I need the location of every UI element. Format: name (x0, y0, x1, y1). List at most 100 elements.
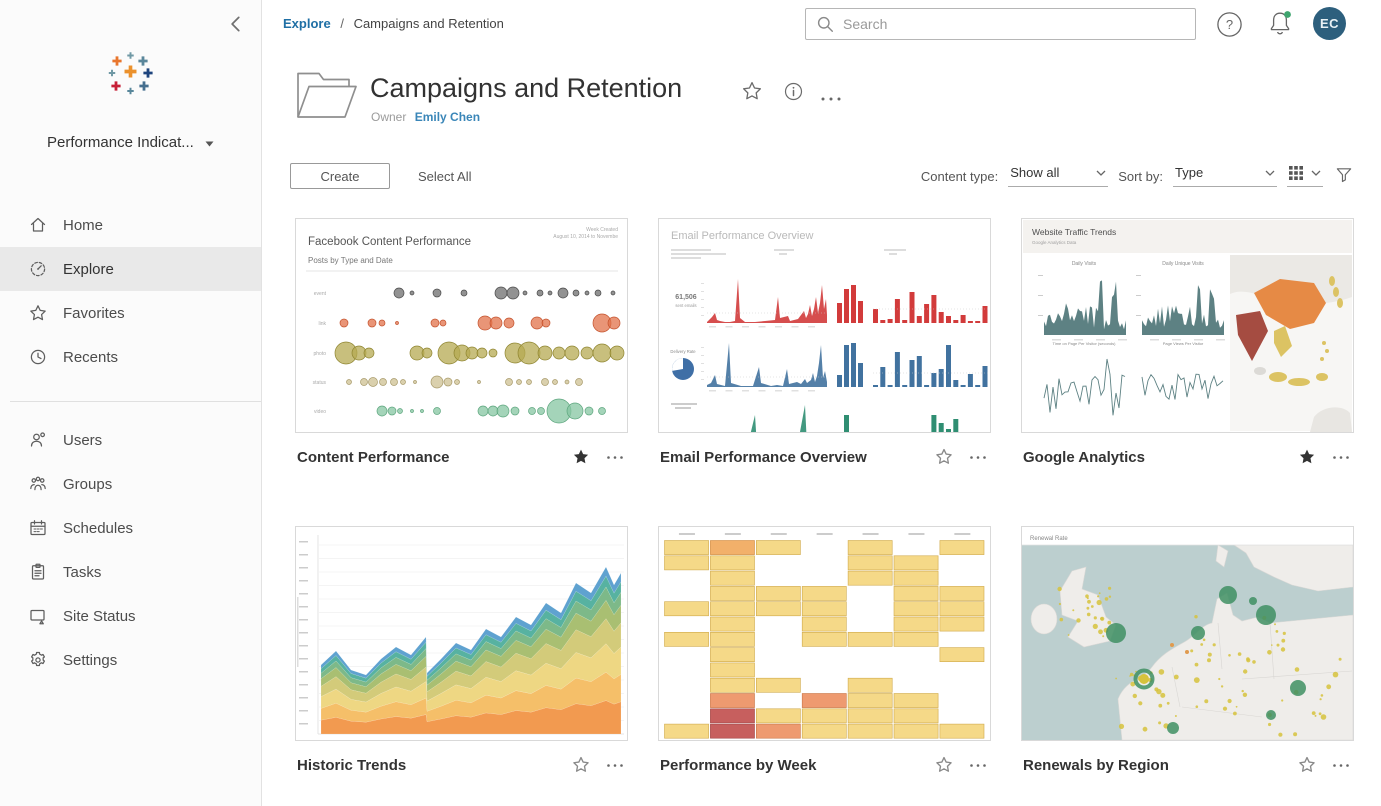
workbook-title[interactable]: Historic Trends (297, 756, 407, 774)
project-more-actions-icon[interactable] (820, 89, 842, 107)
content-type-select[interactable]: Show all (1008, 165, 1109, 187)
sidebar-collapse-icon[interactable] (225, 13, 247, 35)
favorite-star-icon[interactable] (572, 448, 590, 466)
sidebar-item-tasks[interactable]: Tasks (0, 550, 261, 594)
sort-by-label: Sort by: (1118, 168, 1163, 184)
sidebar-item-favorites[interactable]: Favorites (0, 291, 261, 335)
svg-text:Facebook Content Performance: Facebook Content Performance (308, 236, 471, 248)
favorite-star-icon[interactable] (572, 756, 590, 774)
owner-name-link[interactable]: Emily Chen (414, 110, 481, 124)
heatmap-grid-decoration (664, 533, 985, 739)
main-content: Explore / Campaigns and Retention ? EC C… (263, 0, 1381, 806)
sidebar-item-schedules[interactable]: Schedules (0, 506, 261, 550)
site-selector[interactable]: Performance Indicat... (0, 134, 261, 151)
workbook-title[interactable]: Performance by Week (660, 756, 817, 774)
search-box[interactable] (805, 8, 1196, 40)
sidebar-item-label: Recents (63, 348, 119, 366)
sidebar-item-label: Settings (63, 651, 118, 669)
select-all-button[interactable]: Select All (418, 169, 472, 184)
thumbnail-historic-trends[interactable] (295, 526, 628, 741)
breadcrumb: Explore / Campaigns and Retention (283, 16, 504, 31)
project-info-icon[interactable] (784, 82, 803, 106)
user-icon (30, 432, 46, 447)
thumbnail-content-performance[interactable]: Facebook Content Performance Posts by Ty… (295, 218, 628, 433)
card-footer: Renewals by Region (1021, 753, 1354, 777)
more-actions-icon[interactable] (1332, 448, 1352, 466)
favorite-star-icon[interactable] (1298, 448, 1316, 466)
chevron-down-icon (1265, 170, 1275, 176)
sidebar-item-label: Schedules (63, 519, 134, 537)
calendar-icon (30, 520, 46, 536)
sidebar-item-label: Site Status (63, 607, 136, 625)
favorite-project-star-icon[interactable] (741, 80, 763, 107)
chevron-down-icon (1096, 170, 1106, 176)
sidebar-item-label: Users (63, 431, 103, 449)
favorite-star-icon[interactable] (935, 448, 953, 466)
card-google-analytics: Website Traffic Trends Google Analytics … (1021, 218, 1354, 469)
email-dashboard-decoration (671, 249, 989, 432)
explore-icon (30, 261, 46, 277)
workbook-title[interactable]: Renewals by Region (1023, 756, 1169, 774)
avatar[interactable]: EC (1313, 7, 1346, 40)
card-footer: Performance by Week (658, 753, 991, 777)
favorite-star-icon[interactable] (1298, 756, 1316, 774)
svg-text:Daily Unique Visits: Daily Unique Visits (1162, 261, 1204, 267)
search-input[interactable] (843, 16, 1185, 32)
breadcrumb-explore-link[interactable]: Explore (283, 16, 331, 31)
notification-dot (1284, 11, 1291, 18)
content-type-label: Content type: (920, 168, 999, 184)
monitor-icon (30, 609, 45, 625)
sidebar: Performance Indicat... Home Explore Favo… (0, 0, 262, 806)
sidebar-item-home[interactable]: Home (0, 203, 261, 247)
svg-text:event: event (314, 291, 327, 297)
workbook-title[interactable]: Google Analytics (1023, 448, 1145, 466)
sidebar-item-explore[interactable]: Explore (0, 247, 261, 291)
svg-text:video: video (314, 409, 326, 415)
view-mode-select[interactable] (1287, 165, 1323, 187)
sort-by-select[interactable]: Type (1173, 165, 1277, 187)
clock-icon (30, 349, 46, 365)
more-actions-icon[interactable] (969, 448, 989, 466)
sidebar-item-settings[interactable]: Settings (0, 638, 261, 682)
svg-text:Page Views Per Visitor: Page Views Per Visitor (1163, 341, 1204, 346)
sidebar-item-users[interactable]: Users (0, 418, 261, 462)
group-icon (30, 476, 46, 491)
more-actions-icon[interactable] (606, 448, 626, 466)
help-button[interactable]: ? (1216, 11, 1243, 38)
thumbnail-email-performance[interactable]: Email Performance Overview 61,506 sent e… (658, 218, 991, 433)
sidebar-item-recents[interactable]: Recents (0, 335, 261, 379)
more-actions-icon[interactable] (1332, 756, 1352, 774)
sidebar-nav-secondary: Users Groups Schedules Tasks Site Status… (0, 418, 261, 682)
svg-text:status: status (313, 380, 327, 386)
sidebar-item-label: Favorites (63, 304, 125, 322)
home-icon (30, 217, 46, 232)
content-grid: Facebook Content Performance Posts by Ty… (295, 218, 1354, 777)
thumbnail-performance-by-week[interactable] (658, 526, 991, 741)
workbook-title[interactable]: Content Performance (297, 448, 450, 466)
notifications-bell-icon[interactable] (1266, 9, 1294, 39)
create-button[interactable]: Create (290, 163, 390, 189)
favorite-star-icon[interactable] (935, 756, 953, 774)
more-actions-icon[interactable] (606, 756, 626, 774)
svg-text:Delivery Rate: Delivery Rate (670, 349, 696, 354)
more-actions-icon[interactable] (969, 756, 989, 774)
card-performance-by-week: Performance by Week (658, 526, 991, 777)
owner-label: Owner (371, 110, 407, 124)
sidebar-nav-primary: Home Explore Favorites Recents (0, 203, 261, 379)
svg-text:Renewal Rate: Renewal Rate (1030, 536, 1068, 542)
svg-text:link: link (318, 321, 326, 327)
card-email-performance: Email Performance Overview 61,506 sent e… (658, 218, 991, 469)
sort-by-value: Type (1175, 165, 1204, 180)
workbook-title[interactable]: Email Performance Overview (660, 448, 867, 466)
svg-text:Google Analytics Data: Google Analytics Data (1032, 240, 1077, 245)
thumbnail-google-analytics[interactable]: Website Traffic Trends Google Analytics … (1021, 218, 1354, 433)
thumbnail-renewals-by-region[interactable]: Renewal Rate (1021, 526, 1354, 741)
filter-funnel-icon[interactable] (1335, 166, 1353, 187)
svg-text:Daily Visits: Daily Visits (1072, 261, 1097, 267)
search-icon (817, 16, 833, 32)
sidebar-item-site-status[interactable]: Site Status (0, 594, 261, 638)
sidebar-item-groups[interactable]: Groups (0, 462, 261, 506)
svg-text:August 10, 2014 to Novembe: August 10, 2014 to Novembe (553, 234, 618, 240)
bubble-chart-decoration (306, 270, 625, 424)
tableau-logo (0, 48, 261, 100)
